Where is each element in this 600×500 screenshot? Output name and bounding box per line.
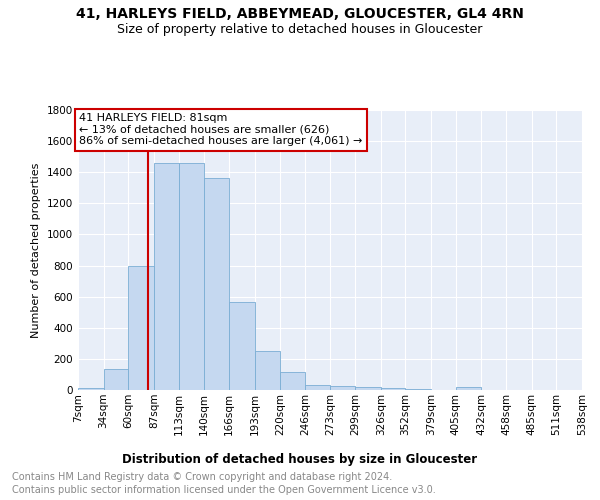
Y-axis label: Number of detached properties: Number of detached properties: [31, 162, 41, 338]
Text: 41, HARLEYS FIELD, ABBEYMEAD, GLOUCESTER, GL4 4RN: 41, HARLEYS FIELD, ABBEYMEAD, GLOUCESTER…: [76, 8, 524, 22]
Text: Size of property relative to detached houses in Gloucester: Size of property relative to detached ho…: [118, 22, 482, 36]
Bar: [229, 302, 254, 390]
Bar: [179, 163, 204, 390]
Bar: [456, 387, 481, 390]
Bar: [406, 389, 431, 390]
Bar: [128, 266, 154, 390]
Bar: [280, 372, 305, 390]
Bar: [305, 384, 331, 390]
Text: 41 HARLEYS FIELD: 81sqm
← 13% of detached houses are smaller (626)
86% of semi-d: 41 HARLEYS FIELD: 81sqm ← 13% of detache…: [79, 113, 362, 146]
Bar: [331, 386, 355, 390]
Text: Contains public sector information licensed under the Open Government Licence v3: Contains public sector information licen…: [12, 485, 436, 495]
Bar: [254, 352, 280, 390]
Bar: [355, 387, 381, 390]
Text: Contains HM Land Registry data © Crown copyright and database right 2024.: Contains HM Land Registry data © Crown c…: [12, 472, 392, 482]
Bar: [104, 369, 128, 390]
Bar: [381, 388, 406, 390]
Bar: [154, 163, 179, 390]
Bar: [78, 388, 104, 390]
Bar: [204, 178, 229, 390]
Text: Distribution of detached houses by size in Gloucester: Distribution of detached houses by size …: [122, 452, 478, 466]
